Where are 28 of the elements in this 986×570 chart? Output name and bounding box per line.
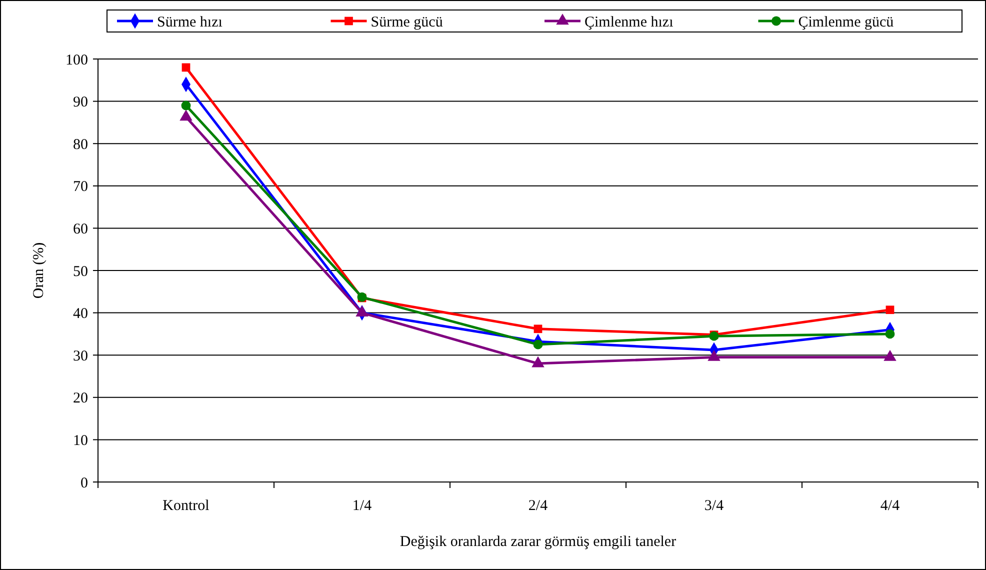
y-tick-label: 40 <box>73 306 88 322</box>
x-tick-label: 3/4 <box>704 498 724 514</box>
x-axis-title: Değişik oranlarda zarar görmüş emgili taneler <box>400 534 676 550</box>
y-tick-label: 10 <box>73 432 88 449</box>
y-tick-label: 60 <box>73 221 88 238</box>
legend-label: Çimlenme hızı <box>584 14 674 30</box>
point <box>886 306 894 314</box>
y-tick-label: 90 <box>73 94 88 111</box>
y-tick-label: 50 <box>73 264 88 280</box>
y-tick-label: 80 <box>73 136 88 153</box>
point <box>885 329 895 339</box>
legend-label: Sürme hızı <box>157 14 222 30</box>
x-tick-label: 2/4 <box>528 498 548 514</box>
y-tick-label: 100 <box>66 52 88 68</box>
point <box>181 100 191 110</box>
x-tick-label: 4/4 <box>880 498 900 514</box>
y-tick-label: 30 <box>73 348 88 364</box>
legend-label: Sürme gücü <box>370 14 444 30</box>
x-tick-label: Kontrol <box>162 498 210 514</box>
y-tick-label: 0 <box>80 475 88 492</box>
point <box>182 63 190 72</box>
y-tick-label: 70 <box>73 179 88 196</box>
legend-label: Çimlenme gücü <box>798 14 894 30</box>
point <box>533 340 543 350</box>
point <box>534 324 542 334</box>
y-axis-title: Oran (%) <box>31 242 47 299</box>
x-tick-label: 1/4 <box>352 498 372 514</box>
y-tick-label: 20 <box>73 390 88 407</box>
